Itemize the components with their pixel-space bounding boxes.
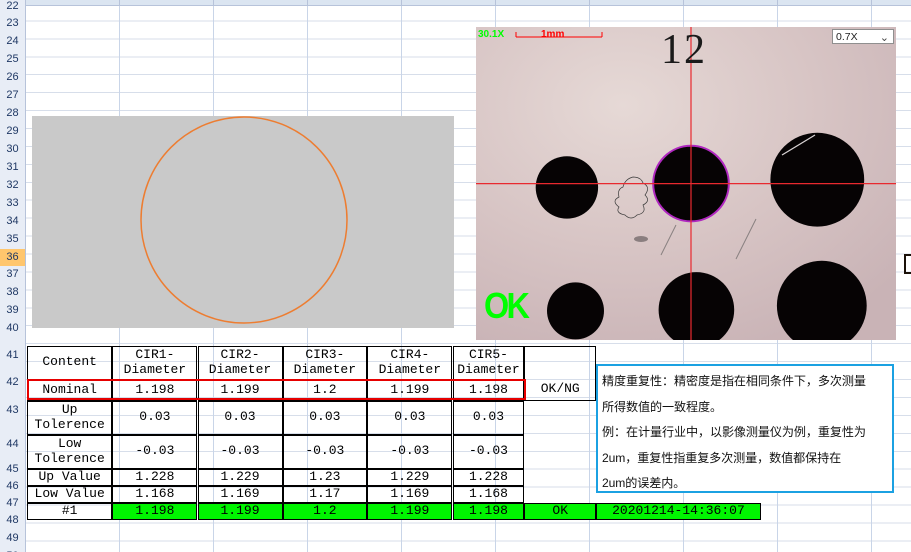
svg-text:1mm: 1mm [541, 29, 564, 40]
